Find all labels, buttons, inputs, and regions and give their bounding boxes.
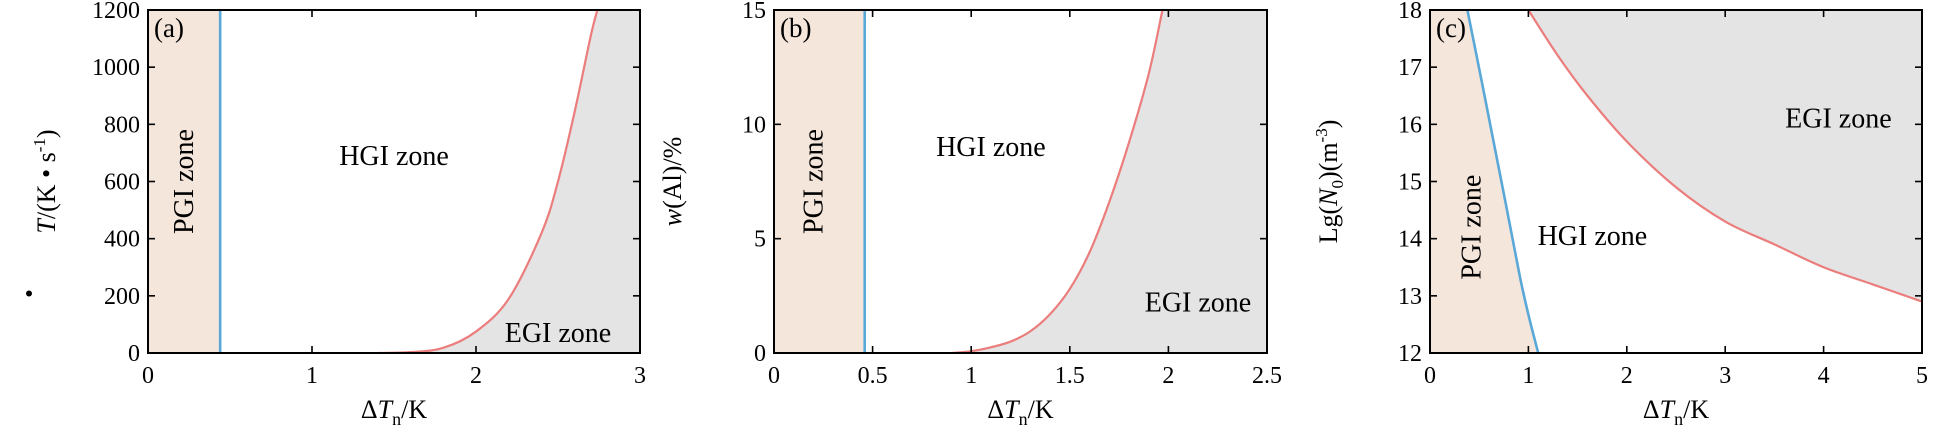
egi-zone-area <box>951 10 1267 353</box>
x-tick-label: 0 <box>142 363 154 389</box>
zone-label-pgi: PGI zone <box>798 129 829 234</box>
egi-zone-area <box>1528 10 1922 302</box>
zone-label-pgi: PGI zone <box>1456 175 1487 280</box>
egi-boundary-curve <box>951 9 1164 355</box>
y-tick-label: 15 <box>1398 170 1422 196</box>
y-tick-label: 5 <box>754 227 766 253</box>
x-axis-label: ΔTn/K <box>987 395 1053 428</box>
egi-boundary-curve <box>1527 9 1923 303</box>
plot-frame <box>773 9 1268 354</box>
y-tick-label: 0 <box>128 341 140 367</box>
svg-text:w(Al)/%: w(Al)/% <box>658 137 687 227</box>
x-tick-label: 0 <box>1424 363 1436 389</box>
pgi-zone-area <box>1430 10 1539 353</box>
y-tick-label: 1200 <box>92 0 140 24</box>
pgi-zone-area <box>148 10 221 353</box>
x-tick-label: 2 <box>1621 363 1633 389</box>
panel-c: (c) PGI zone HGI zone EGI zone 0 1 2 3 4… <box>1312 0 1928 428</box>
egi-zone-area <box>377 10 640 353</box>
x-tick-label: 1.5 <box>1055 363 1085 389</box>
x-tick-label: 2 <box>470 363 482 389</box>
zone-label-egi: EGI zone <box>505 318 612 349</box>
plot-frame <box>1429 9 1923 354</box>
y-axis-label: Lg(N0)(m-3) <box>1312 120 1347 244</box>
x-tick-label: 0.5 <box>858 363 888 389</box>
x-tick-label: 3 <box>634 363 646 389</box>
zone-label-pgi: PGI zone <box>169 129 200 234</box>
pgi-zone-area <box>774 10 865 353</box>
x-tick-label: 2.5 <box>1252 363 1282 389</box>
panel-label: (b) <box>780 13 811 43</box>
zone-label-hgi: HGI zone <box>936 132 1046 163</box>
x-tick-label: 1 <box>965 363 977 389</box>
zone-label-hgi: HGI zone <box>1538 221 1648 252</box>
y-tick-label: 18 <box>1398 0 1422 24</box>
y-tick-label: 13 <box>1398 284 1422 310</box>
y-tick-label: 10 <box>742 112 766 138</box>
y-tick-label: 200 <box>104 284 140 310</box>
svg-text:T/(K • s-1): T/(K • s-1) <box>30 129 61 233</box>
x-tick-label: 3 <box>1719 363 1731 389</box>
y-tick-label: 14 <box>1398 227 1422 253</box>
y-axis-label: T/(K • s-1) <box>26 129 61 297</box>
y-tick-label: 800 <box>104 112 140 138</box>
x-axis-label: ΔTn/K <box>1643 395 1709 428</box>
zone-label-hgi: HGI zone <box>339 141 449 172</box>
y-tick-label: 600 <box>104 170 140 196</box>
y-tick-label: 16 <box>1398 112 1422 138</box>
panel-b: (b) PGI zone HGI zone EGI zone 0 0.5 1 1… <box>658 0 1282 428</box>
pgi-boundary-curve <box>1466 9 1540 354</box>
y-tick-label: 15 <box>742 0 766 24</box>
zone-label-egi: EGI zone <box>1145 288 1252 319</box>
x-axis-label: ΔTn/K <box>361 395 427 428</box>
y-tick-label: 1000 <box>92 55 140 81</box>
x-tick-label: 1 <box>1522 363 1534 389</box>
egi-boundary-curve <box>377 9 599 355</box>
plot-frame <box>147 9 641 354</box>
x-tick-label: 5 <box>1916 363 1928 389</box>
x-tick-label: 4 <box>1818 363 1830 389</box>
y-tick-label: 0 <box>754 341 766 367</box>
x-tick-label: 2 <box>1162 363 1174 389</box>
panel-label: (a) <box>154 13 184 43</box>
y-tick-label: 12 <box>1398 341 1422 367</box>
y-tick-label: 400 <box>104 227 140 253</box>
panel-label: (c) <box>1436 13 1466 43</box>
x-tick-label: 0 <box>768 363 780 389</box>
y-axis-label: w(Al)/% <box>658 137 687 227</box>
panel-a: (a) PGI zone HGI zone EGI zone 0 1 2 3 0… <box>26 0 646 428</box>
zone-label-egi: EGI zone <box>1785 104 1892 135</box>
svg-text:Lg(N0)(m-3): Lg(N0)(m-3) <box>1312 120 1347 244</box>
x-tick-label: 1 <box>306 363 318 389</box>
y-tick-label: 17 <box>1398 55 1422 81</box>
